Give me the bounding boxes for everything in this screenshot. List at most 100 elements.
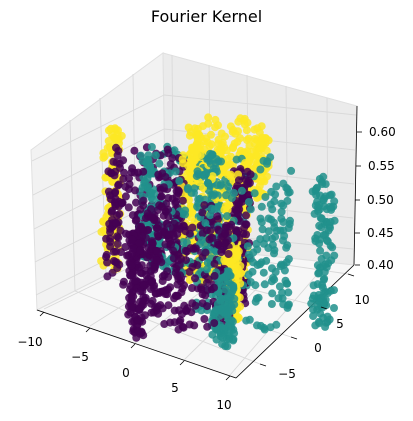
scatter-point [127, 302, 136, 311]
scatter-point [139, 167, 148, 176]
x-tick-label: −10 [17, 335, 42, 349]
scatter-point [194, 170, 202, 178]
scatter-point [255, 145, 264, 154]
scatter-point [229, 144, 237, 153]
scatter-point [243, 242, 252, 251]
scatter-point [208, 233, 217, 242]
x-axis-line [36, 309, 237, 379]
scatter-point [181, 227, 190, 236]
scatter-point [135, 239, 144, 248]
scatter-point [212, 335, 221, 344]
scatter-point [129, 244, 138, 253]
scatter-point [224, 250, 233, 258]
scatter-point [246, 254, 255, 263]
scatter-point [251, 297, 260, 306]
scatter-point [197, 236, 206, 245]
scatter-point [260, 280, 269, 289]
scatter-point [271, 190, 280, 199]
scatter-point [214, 147, 223, 156]
scatter-point [309, 312, 318, 321]
scatter-point [154, 170, 163, 179]
scatter-point [316, 246, 325, 255]
scatter-point [118, 198, 127, 207]
scatter-point [169, 254, 178, 263]
scatter-point [127, 168, 136, 177]
scatter-point [253, 245, 262, 254]
scatter-point [139, 196, 148, 205]
scatter-point [167, 240, 176, 249]
scatter-point [210, 190, 219, 199]
scatter-point [276, 262, 285, 271]
scatter-point [230, 189, 238, 197]
scatter-point [221, 285, 230, 294]
scatter-point [148, 296, 157, 305]
scatter-point [268, 241, 277, 249]
scatter-point [330, 304, 338, 312]
scatter-point [275, 282, 284, 291]
y-tick-label: −5 [278, 367, 296, 381]
scatter-point [218, 138, 227, 147]
scatter-point [244, 198, 253, 206]
y-tick-label: 0 [314, 341, 322, 355]
scatter-point [203, 302, 212, 311]
scatter-point [240, 120, 249, 129]
scatter-point [312, 184, 321, 193]
scatter-point [309, 291, 318, 300]
scatter-point [113, 211, 121, 220]
scatter-point [153, 247, 162, 255]
scatter-point [266, 200, 275, 209]
scatter-point [203, 322, 212, 331]
scatter-point [113, 240, 122, 248]
scatter-point [172, 264, 181, 273]
scatter-point [197, 285, 206, 294]
scatter-point [284, 301, 292, 310]
scatter-point [187, 213, 196, 222]
tick-marks [39, 131, 362, 381]
scatter-point [126, 285, 134, 294]
scatter-point [146, 161, 154, 170]
scatter-point [224, 182, 233, 191]
scatter-point [132, 333, 141, 342]
scatter-point [218, 333, 227, 342]
scatter-point [323, 312, 332, 321]
scatter-point [326, 218, 335, 226]
scatter-point [250, 189, 259, 198]
scatter-point [203, 278, 211, 287]
scatter-point [147, 188, 156, 197]
scatter-point [106, 124, 115, 133]
scatter-point [147, 205, 155, 214]
scatter-point [103, 258, 112, 267]
scatter-point [136, 151, 145, 160]
scatter-point [151, 289, 160, 298]
scatter-point [223, 212, 232, 221]
scatter-point [121, 243, 130, 251]
scatter-point [320, 274, 329, 283]
scatter-point [315, 297, 324, 306]
scatter-point [244, 134, 253, 143]
y-tick-label: 5 [336, 317, 344, 331]
scatter-point [257, 258, 266, 267]
scatter-point [245, 141, 254, 150]
scatter-point [204, 119, 213, 128]
scatter-point [119, 280, 128, 289]
scatter-point [128, 235, 137, 244]
scatter-point [316, 191, 324, 200]
scatter-point [173, 280, 182, 289]
scatter-point [210, 283, 218, 292]
scatter-point [220, 240, 229, 248]
scatter-point [278, 294, 287, 303]
scatter-point [108, 268, 117, 277]
scatter-point [202, 265, 211, 274]
scatter-point [234, 176, 243, 185]
scatter-point [113, 130, 122, 139]
scatter-point [270, 223, 279, 232]
scatter-point [163, 219, 172, 228]
scatter-point [172, 291, 181, 300]
scatter-point [214, 240, 223, 249]
scatter-point [326, 191, 335, 200]
scatter-point [109, 157, 118, 166]
scatter-point [127, 261, 136, 270]
z-tick-label: 0.45 [367, 226, 394, 240]
scatter-point [204, 179, 213, 188]
